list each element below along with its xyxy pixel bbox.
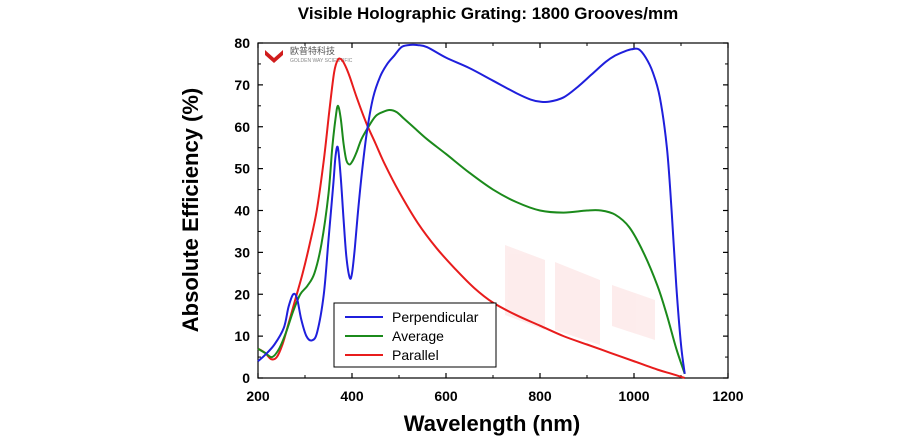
logo-text: 欧普特科技 (290, 45, 335, 56)
legend-label-parallel: Parallel (392, 347, 439, 363)
y-tick-label: 50 (234, 161, 250, 177)
x-tick-label: 800 (528, 388, 552, 404)
y-tick-label: 80 (234, 35, 250, 51)
x-tick-label: 400 (340, 388, 364, 404)
legend-label-perpendicular: Perpendicular (392, 309, 479, 325)
y-axis-title: Absolute Efficiency (%) (178, 88, 203, 332)
x-axis-title: Wavelength (nm) (404, 411, 580, 436)
y-tick-label: 60 (234, 119, 250, 135)
series-layer (257, 43, 686, 379)
chart-title: Visible Holographic Grating: 1800 Groove… (298, 4, 678, 23)
y-tick-label: 70 (234, 77, 250, 93)
series-line-parallel (257, 57, 686, 379)
logo-mark-icon (265, 50, 283, 63)
logo-subtext: GOLDEN WAY SCIENTIFIC (290, 58, 353, 64)
y-tick-label: 20 (234, 286, 250, 302)
series-line-average (257, 104, 686, 375)
legend-label-average: Average (392, 328, 444, 344)
x-tick-label: 200 (246, 388, 270, 404)
x-tick-label: 1000 (618, 388, 649, 404)
watermark-logo (505, 245, 655, 345)
y-tick-label: 10 (234, 328, 250, 344)
x-tick-label: 600 (434, 388, 458, 404)
y-tick-label: 40 (234, 203, 250, 219)
legend: Perpendicular Average Parallel (333, 302, 497, 368)
y-tick-label: 0 (242, 370, 250, 386)
series-line-perpendicular (257, 43, 686, 374)
axis-ticks: 200 400 600 800 1000 1200 0 10 20 30 40 50 60 70 80 (234, 35, 743, 404)
y-tick-label: 30 (234, 244, 250, 260)
x-tick-label: 1200 (712, 388, 743, 404)
company-logo: 欧普特科技 GOLDEN WAY SCIENTIFIC (265, 45, 353, 64)
